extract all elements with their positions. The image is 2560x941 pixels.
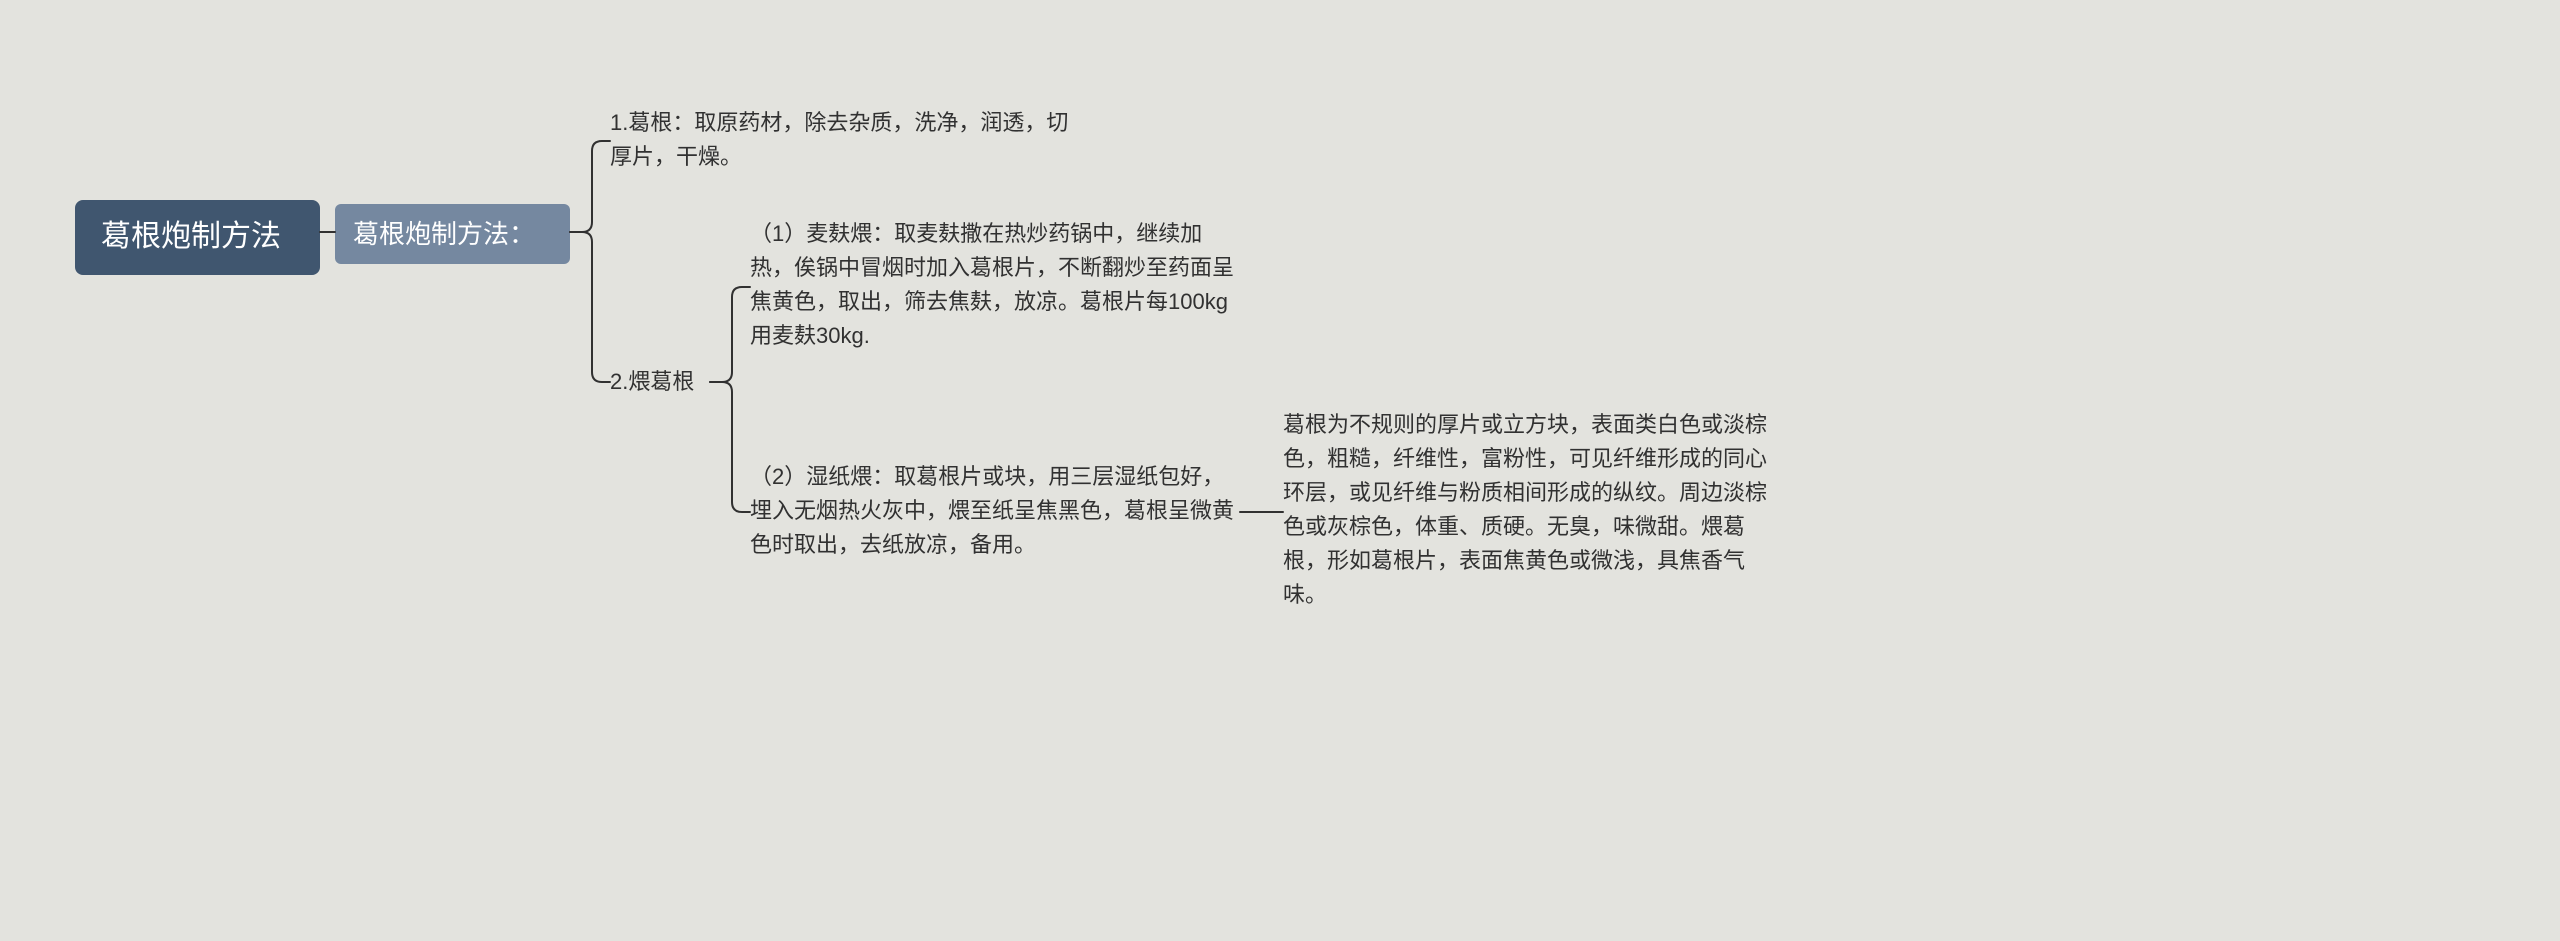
node-wei-gegen[interactable]: 2.煨葛根 bbox=[610, 365, 710, 399]
mindmap-root[interactable]: 葛根炮制方法 bbox=[75, 200, 320, 275]
node-text: （1）麦麸煨：取麦麸撒在热炒药锅中，继续加热，俟锅中冒烟时加入葛根片，不断翻炒至… bbox=[750, 217, 1240, 353]
mindmap-subroot[interactable]: 葛根炮制方法： bbox=[335, 204, 570, 264]
node-text: 葛根为不规则的厚片或立方块，表面类白色或淡棕色，粗糙，纤维性，富粉性，可见纤维形… bbox=[1283, 408, 1788, 613]
node-description[interactable]: 葛根为不规则的厚片或立方块，表面类白色或淡棕色，粗糙，纤维性，富粉性，可见纤维形… bbox=[1283, 408, 1788, 613]
node-gegen-raw[interactable]: 1.葛根：取原药材，除去杂质，洗净，润透，切厚片，干燥。 bbox=[610, 106, 1070, 174]
node-text: 2.煨葛根 bbox=[610, 365, 694, 399]
mindmap-connectors bbox=[0, 0, 2560, 941]
sub-label: 葛根炮制方法： bbox=[353, 214, 535, 254]
node-text: （2）湿纸煨：取葛根片或块，用三层湿纸包好，埋入无烟热火灰中，煨至纸呈焦黑色，葛… bbox=[750, 460, 1240, 562]
node-text: 1.葛根：取原药材，除去杂质，洗净，润透，切厚片，干燥。 bbox=[610, 106, 1070, 174]
node-shizhi-wei[interactable]: （2）湿纸煨：取葛根片或块，用三层湿纸包好，埋入无烟热火灰中，煨至纸呈焦黑色，葛… bbox=[750, 460, 1240, 562]
root-label: 葛根炮制方法 bbox=[101, 214, 281, 261]
node-maifu-wei[interactable]: （1）麦麸煨：取麦麸撒在热炒药锅中，继续加热，俟锅中冒烟时加入葛根片，不断翻炒至… bbox=[750, 217, 1240, 353]
